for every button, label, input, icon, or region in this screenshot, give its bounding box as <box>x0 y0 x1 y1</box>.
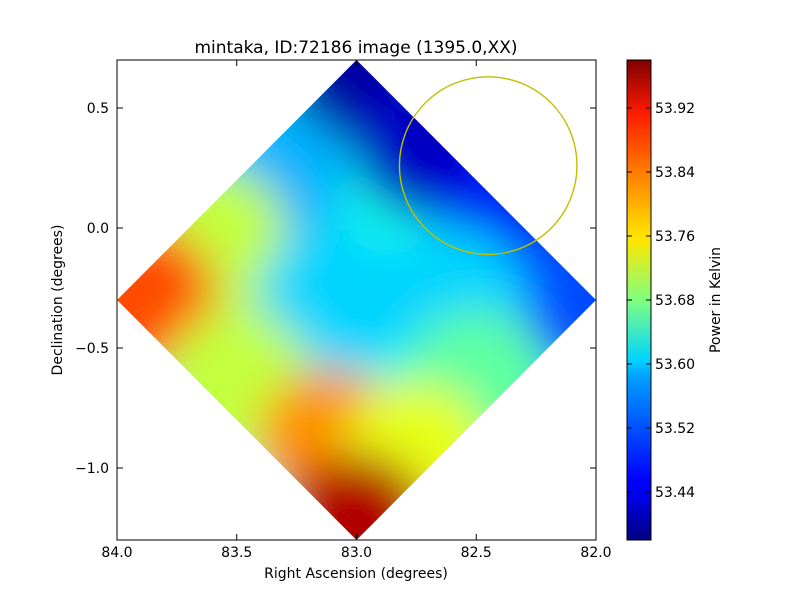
colorbar-tick-label: 53.92 <box>655 101 695 117</box>
colorbar-label: Power in Kelvin <box>708 247 724 353</box>
heat-sample-3 <box>509 225 596 375</box>
highlight-circle <box>398 76 578 256</box>
y-axis: 0.5 0.0 −0.5 −1.0 <box>75 101 596 477</box>
x-tick-label: 84.0 <box>101 545 132 561</box>
y-tick-label: −0.5 <box>75 341 109 357</box>
heatmap <box>117 60 596 540</box>
colorbar-tick-label: 53.84 <box>655 165 695 181</box>
colorbar-ticks: 53.44 53.52 53.60 53.68 53.76 53.84 53.92 <box>627 101 695 501</box>
heat-sample-13 <box>281 453 432 540</box>
colorbar-tick-label: 53.76 <box>655 229 695 245</box>
y-tick-label: −1.0 <box>75 461 109 477</box>
x-axis: 84.0 83.5 83.0 82.5 82.0 <box>101 60 612 561</box>
colorbar: 53.44 53.52 53.60 53.68 53.76 53.84 53.92 Powe… <box>626 59 724 541</box>
colorbar-tick-label: 53.60 <box>655 357 695 373</box>
x-tick-label: 83.0 <box>341 545 372 561</box>
x-tick-label: 83.5 <box>221 545 252 561</box>
y-axis-label: Declination (degrees) <box>50 225 66 376</box>
x-tick-label: 82.0 <box>580 545 611 561</box>
colorbar-tick-label: 53.68 <box>655 293 695 309</box>
colorbar-tick-label: 53.52 <box>655 421 695 437</box>
y-tick-label: 0.0 <box>87 221 109 237</box>
x-tick-label: 82.5 <box>461 545 492 561</box>
chart-title: mintaka, ID:72186 image (1395.0,XX) <box>194 38 517 58</box>
x-axis-label: Right Ascension (degrees) <box>264 566 448 582</box>
colorbar-tick-label: 53.44 <box>655 485 695 501</box>
y-tick-label: 0.5 <box>87 101 109 117</box>
